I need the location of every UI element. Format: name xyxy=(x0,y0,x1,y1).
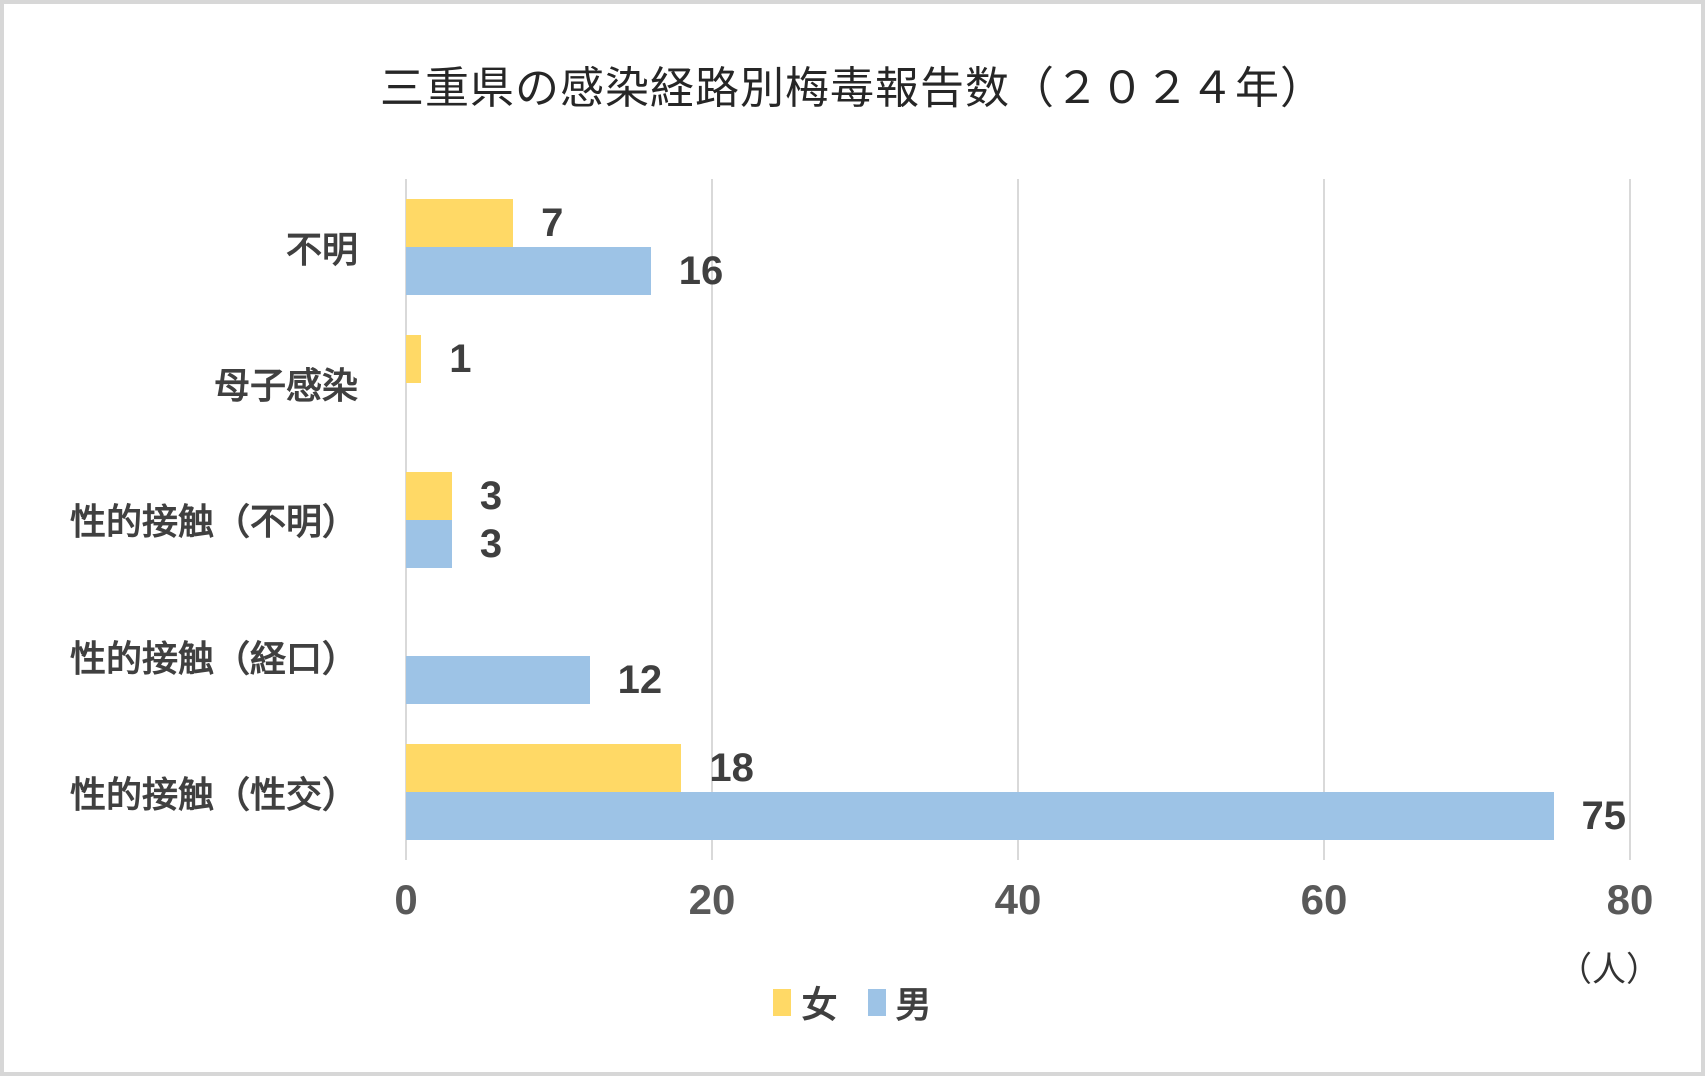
bar-男 xyxy=(406,655,590,704)
chart-title: 三重県の感染経路別梅毒報告数（２０２４年） xyxy=(380,64,1325,113)
bar-女 xyxy=(406,335,422,384)
legend-swatch xyxy=(867,988,886,1016)
value-label: 12 xyxy=(617,657,663,702)
category-label: 不明 xyxy=(285,229,358,271)
category-axis: 不明母子感染性的接触（不明） 性的接触（経口） 性的接触（性交） xyxy=(4,179,406,860)
x-tick-label: 20 xyxy=(688,876,736,923)
value-label: 16 xyxy=(678,249,724,294)
x-tick-label: 0 xyxy=(394,876,418,923)
bar-女 xyxy=(406,471,452,520)
value-label: 7 xyxy=(541,201,564,246)
bar-女 xyxy=(406,199,514,248)
bar-男 xyxy=(406,247,651,296)
bar-男 xyxy=(406,791,1554,840)
axis-unit-label: （人） xyxy=(1558,951,1660,989)
x-tick-label: 40 xyxy=(994,876,1042,923)
category-label: 性的接触（性交） xyxy=(69,773,358,815)
legend-label: 男 xyxy=(895,984,932,1025)
gridline-60 xyxy=(1323,179,1325,860)
value-label: 75 xyxy=(1581,793,1627,838)
x-axis: 0 20 40 60 80 xyxy=(4,4,1701,1072)
legend-item-男: 男 xyxy=(867,976,932,1028)
value-label: 18 xyxy=(709,745,754,790)
x-tick-label: 80 xyxy=(1606,876,1654,923)
x-tick-label: 60 xyxy=(1300,876,1348,923)
gridline-40 xyxy=(1017,179,1019,860)
bar-女 xyxy=(406,743,682,792)
category-label: 母子感染 xyxy=(213,365,358,407)
value-label: 3 xyxy=(479,473,503,518)
category-label: 性的接触（経口） xyxy=(69,637,358,679)
value-label: 3 xyxy=(479,521,503,566)
legend: 女男 xyxy=(4,976,1701,1028)
legend-label: 女 xyxy=(801,984,838,1025)
category-label: 性的接触（不明） xyxy=(69,501,358,543)
legend-item-女: 女 xyxy=(773,976,838,1028)
value-label: 1 xyxy=(449,337,472,382)
bar-男 xyxy=(406,519,452,568)
legend-swatch xyxy=(773,988,792,1016)
gridline-80 xyxy=(1629,179,1631,860)
gridline-20 xyxy=(711,179,713,860)
plot-area: 7 16 1 3 3 12 18 75 xyxy=(405,179,1631,860)
